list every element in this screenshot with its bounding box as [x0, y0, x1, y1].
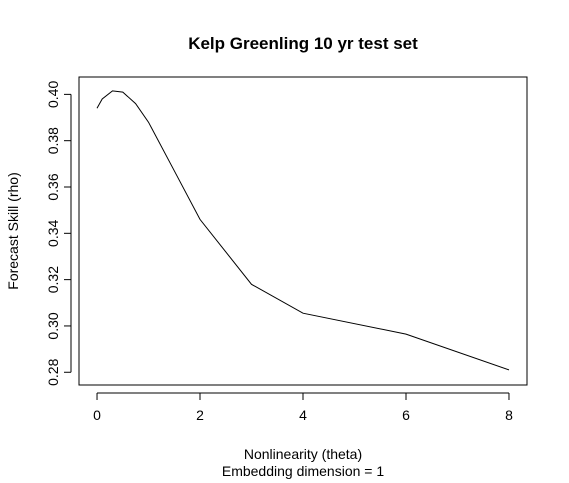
y-tick-label: 0.36: [45, 173, 61, 200]
x-tick-label: 4: [299, 407, 307, 423]
y-axis: 0.28 0.30 0.32 0.34 0.36 0.38 0.40: [45, 81, 72, 386]
x-tick-label: 8: [505, 407, 513, 423]
x-tick-label: 0: [93, 407, 101, 423]
y-tick-label: 0.28: [45, 358, 61, 385]
series-layer: [96, 90, 510, 371]
y-tick-label: 0.34: [45, 219, 61, 246]
x-axis-label: Nonlinearity (theta): [244, 446, 362, 462]
y-tick-label: 0.32: [45, 266, 61, 293]
y-tick-label: 0.38: [45, 127, 61, 154]
y-tick-label: 0.30: [45, 312, 61, 339]
x-tick-label: 2: [196, 407, 204, 423]
x-tick-label: 6: [402, 407, 410, 423]
x-axis: 0 2 4 6 8: [93, 392, 513, 423]
y-axis-label: Forecast Skill (rho): [5, 172, 21, 289]
x-axis-subtitle: Embedding dimension = 1: [222, 463, 384, 479]
y-tick-label: 0.40: [45, 81, 61, 108]
series-line: [96, 90, 510, 371]
plot-frame: [78, 76, 528, 386]
chart-title: Kelp Greenling 10 yr test set: [188, 34, 418, 53]
